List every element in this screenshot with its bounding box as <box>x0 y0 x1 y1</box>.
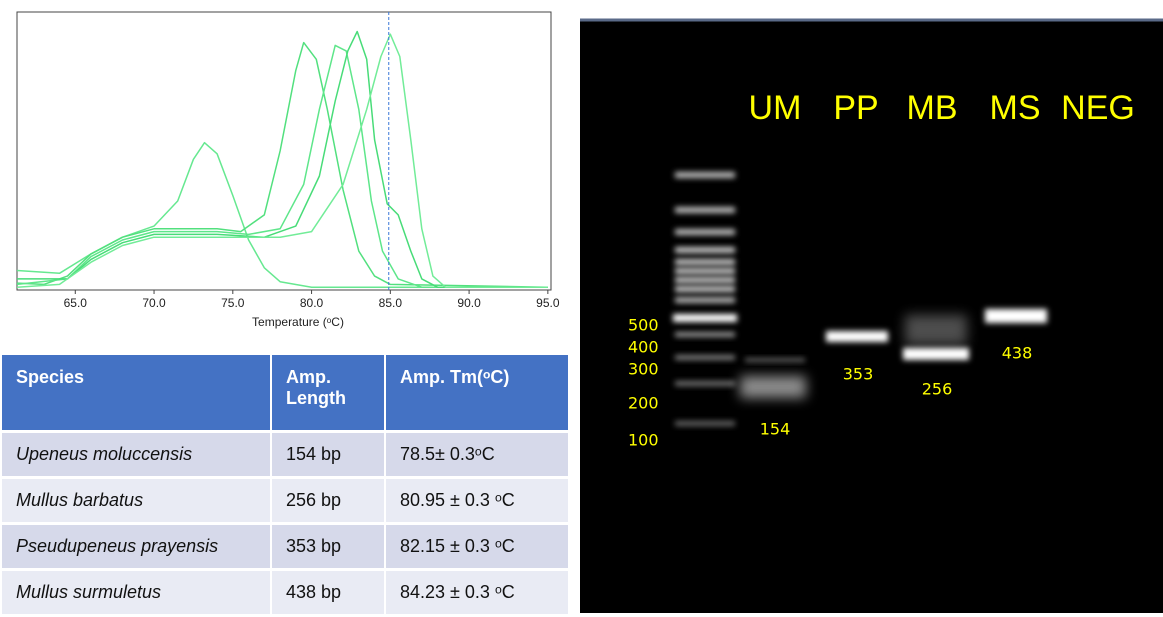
band-label: 256 <box>922 380 953 399</box>
x-tick-label: 75.0 <box>221 296 245 310</box>
table-cell: 80.95 ± 0.3 ᵒC <box>384 479 568 522</box>
header-cell: Amp. Length <box>270 355 384 430</box>
plot-frame <box>17 12 551 290</box>
table-cell: Pseudupeneus prayensis <box>0 525 270 568</box>
lane-label: PP <box>833 89 878 127</box>
header-cell: Amp. Tm(ᵒC) <box>384 355 568 430</box>
x-tick-label: 90.0 <box>457 296 481 310</box>
table-cell: 82.15 ± 0.3 ᵒC <box>384 525 568 568</box>
table-cell: Mullus surmuletus <box>0 571 270 614</box>
header-cell: Species <box>0 355 270 430</box>
ladder-label: 200 <box>628 394 659 413</box>
page: Temperature (ᵒC) 65.0 70.0 75.0 80.0 85.0 90.… <box>0 0 1163 613</box>
x-tick-label: 95.0 <box>536 296 560 310</box>
table-cell: Upeneus moluccensis <box>0 433 270 476</box>
table-header: Species Amp. Length Amp. Tm(ᵒC) <box>0 355 568 430</box>
table-cell: 438 bp <box>270 571 384 614</box>
band-label: 353 <box>843 365 874 384</box>
table-cell: 154 bp <box>270 433 384 476</box>
x-tick-label: 70.0 <box>142 296 166 310</box>
ladder-label: 100 <box>628 431 659 450</box>
ladder-label: 400 <box>628 338 659 357</box>
table-cell: 353 bp <box>270 525 384 568</box>
ladder-label: 500 <box>628 316 659 335</box>
ladder-label: 300 <box>628 360 659 379</box>
lane-label: NEG <box>1061 89 1135 127</box>
species-table: Species Amp. Length Amp. Tm(ᵒC) Upeneus … <box>0 352 568 617</box>
lane-label: MS <box>990 89 1041 127</box>
table-cell: 84.23 ± 0.3 ᵒC <box>384 571 568 614</box>
band-label: 154 <box>760 420 791 439</box>
x-axis-label: Temperature (ᵒC) <box>252 315 344 329</box>
lane-label: UM <box>749 89 802 127</box>
x-tick-label: 85.0 <box>379 296 403 310</box>
table-cell: 78.5± 0.3ᵒC <box>384 433 568 476</box>
table-cell: Mullus barbatus <box>0 479 270 522</box>
lane-label: MB <box>907 89 958 127</box>
table-cell: 256 bp <box>270 479 384 522</box>
band-label: 438 <box>1002 344 1033 363</box>
x-tick-label: 80.0 <box>300 296 324 310</box>
x-tick-label: 65.0 <box>64 296 88 310</box>
